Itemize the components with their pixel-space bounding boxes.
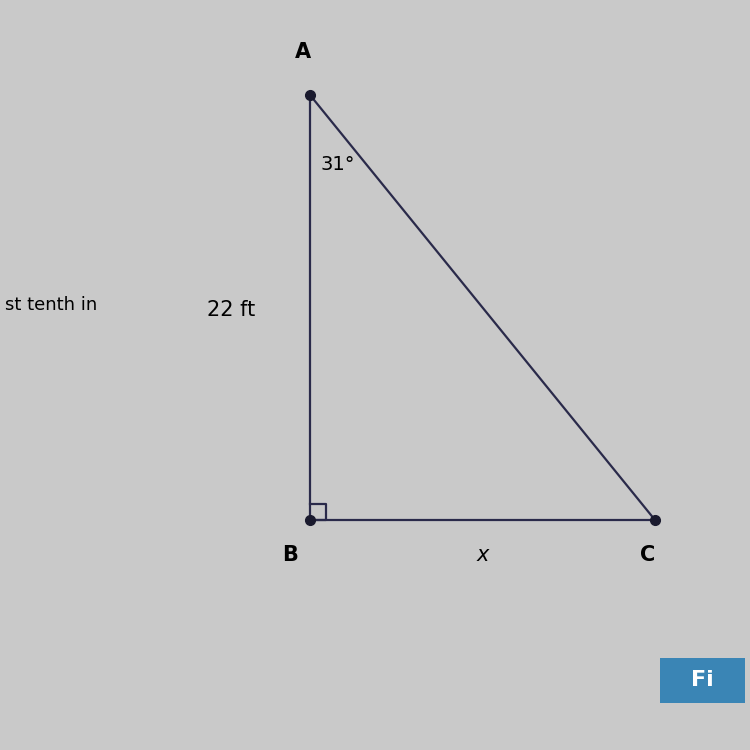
Text: B: B [282,545,298,565]
Text: 22 ft: 22 ft [207,300,255,320]
Text: x: x [477,545,489,565]
Text: st tenth in: st tenth in [5,296,98,314]
Text: Fi: Fi [692,670,714,691]
Text: A: A [295,42,311,62]
Text: 31°: 31° [321,155,356,174]
Text: C: C [640,545,656,565]
